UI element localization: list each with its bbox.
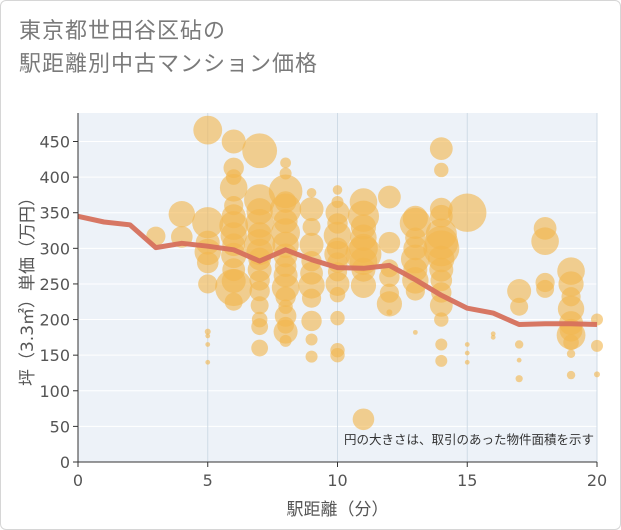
bubble [330, 347, 345, 363]
bubble [352, 408, 375, 431]
bubble [280, 157, 291, 169]
bubble [205, 359, 211, 365]
bubble [376, 291, 402, 317]
bubble [221, 129, 246, 154]
bubble [330, 310, 345, 326]
y-axis-label: 坪（3.3㎡）単価（万円） [18, 189, 38, 386]
bubble [514, 340, 524, 349]
y-tick-label: 350 [39, 204, 70, 223]
y-tick-label: 100 [39, 382, 70, 401]
y-tick-label: 200 [39, 311, 70, 330]
bubble [205, 342, 211, 347]
x-tick-label: 15 [457, 471, 477, 490]
bubble [490, 331, 496, 337]
bubble [378, 185, 401, 209]
bubble [249, 280, 270, 302]
bubble [510, 297, 529, 316]
bubble [379, 266, 400, 288]
bubble [279, 334, 292, 347]
bubble [448, 193, 487, 232]
y-tick-label: 0 [60, 453, 70, 472]
bubble [168, 200, 195, 228]
bubble [434, 312, 449, 327]
bubble [305, 333, 318, 346]
bubble [566, 370, 576, 380]
x-tick-label: 5 [203, 471, 213, 490]
bubble [332, 185, 343, 195]
annotation-text: 円の大きさは、取引のあった物件面積を示す [344, 432, 594, 447]
y-tick-label: 150 [39, 346, 70, 365]
bubble [196, 251, 219, 274]
y-tick-label: 250 [39, 275, 70, 294]
bubble [464, 342, 470, 347]
title-line-1: 東京都世田谷区砧の [19, 19, 227, 44]
chart-title: 東京都世田谷区砧の 駅距離別中古マンション価格 [19, 15, 318, 81]
axis-ticks: 0 50 100 150 200 250 300 350 400 450 0 5 10 15 20 [39, 113, 607, 490]
bubble [378, 231, 401, 254]
bubble [251, 318, 269, 336]
bubble [251, 339, 269, 357]
bubble [515, 375, 523, 383]
bubble [591, 339, 603, 352]
bubble [429, 137, 453, 161]
bubble [305, 350, 318, 363]
bubble [329, 286, 346, 303]
x-tick-label: 10 [327, 471, 347, 490]
bubble [566, 349, 576, 358]
y-tick-label: 400 [39, 168, 70, 187]
bubble [302, 217, 321, 236]
bubble [536, 279, 555, 298]
bubble [507, 279, 532, 304]
bubble [224, 292, 243, 311]
bubble [412, 329, 418, 335]
x-axis-label: 駅距離（分） [287, 500, 389, 520]
bubble [301, 310, 322, 332]
bubble [301, 288, 322, 308]
bubble [215, 268, 253, 307]
bubble [205, 333, 211, 339]
bubble [299, 197, 324, 222]
bubble [563, 334, 579, 351]
bubble [386, 309, 393, 316]
bubble [435, 338, 448, 351]
x-tick-label: 0 [73, 471, 83, 490]
bubble-layer [146, 115, 603, 431]
bubble [192, 207, 224, 239]
average-line [77, 213, 598, 327]
y-tick-label: 450 [39, 132, 70, 151]
bubble [464, 359, 470, 365]
bubble [434, 162, 449, 178]
bubble [531, 227, 559, 256]
bubble [464, 350, 470, 356]
bubble [299, 232, 324, 257]
bubble [516, 357, 522, 363]
bubble [405, 281, 425, 301]
bubble [306, 187, 317, 198]
bubble [435, 354, 448, 367]
bubble [490, 334, 496, 340]
bubble [594, 371, 600, 378]
x-tick-label: 20 [587, 471, 607, 490]
bubble [273, 319, 298, 344]
bubble [250, 296, 269, 315]
bubble [242, 133, 278, 169]
bubble [204, 328, 211, 335]
title-line-2: 駅距離別中古マンション価格 [19, 52, 319, 77]
bubble [198, 274, 218, 294]
bubble [219, 173, 248, 202]
bubble [350, 272, 377, 298]
y-tick-label: 50 [50, 417, 70, 436]
bubble [193, 115, 223, 145]
y-tick-label: 300 [39, 239, 70, 258]
